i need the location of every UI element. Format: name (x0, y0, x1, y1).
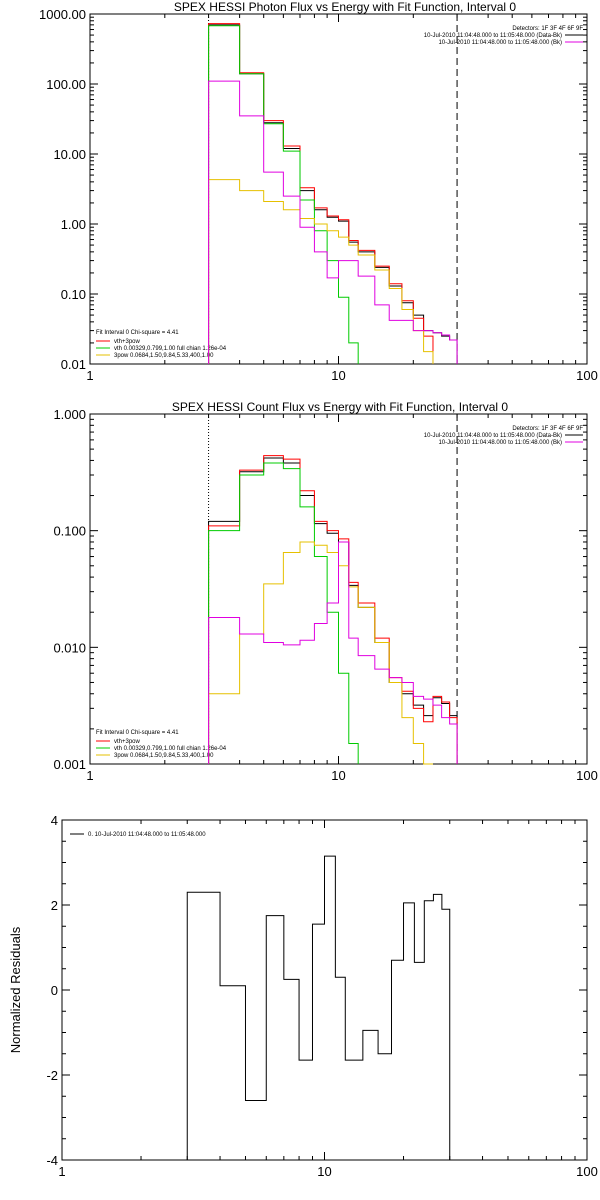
count-flux-panel: SPEX HESSI Count Flux vs Energy with Fit… (53, 400, 597, 783)
photon-fit-model-text: vth+3pow (114, 339, 141, 345)
photon-series-vth (208, 25, 359, 364)
count-x-ticks (89, 414, 577, 764)
photon-x-tick-label: 100 (576, 368, 598, 383)
residuals-panel: 0. 10-Jul-2010 11:04:48.000 to 11:05:48.… (8, 813, 598, 1179)
residual-y-tick-label: 0 (51, 983, 58, 998)
photon-series-vth-3pow (208, 23, 434, 364)
count-series-bk (208, 541, 458, 764)
count-data-bk-interval: 10-Jul-2010 11:04:48.000 to 11:05:48.000… (424, 433, 562, 439)
count-y-tick-label: 0.100 (53, 524, 86, 539)
photon-detectors-text: Detectors: 1F 3F 4F 6F 9F (512, 26, 583, 32)
photon-x-tick-label: 10 (331, 368, 345, 383)
photon-fit-3pow-text: 3pow 0.0684,1.50,9.84,5.33,400,1.00 (114, 353, 214, 359)
photon-y-tick-label: 1000.00 (39, 7, 86, 22)
residual-y-ticks (62, 819, 587, 1161)
residuals-legend-text: 0. 10-Jul-2010 11:04:48.000 to 11:05:48.… (88, 832, 206, 838)
residual-x-tick-label: 100 (576, 1164, 598, 1179)
residual-y-tick-label: -2 (46, 1068, 58, 1083)
count-y-ticks (90, 413, 587, 765)
count-flux-title: SPEX HESSI Count Flux vs Energy with Fit… (172, 400, 508, 414)
count-series-3pow (208, 541, 433, 765)
photon-fit-interval-text: Fit Interval 0 Chi-square = 4.41 (96, 330, 179, 336)
count-detectors-text: Detectors: 1F 3F 4F 6F 9F (512, 426, 583, 432)
photon-y-tick-label: 0.10 (61, 287, 86, 302)
count-series-data-bk (208, 457, 458, 764)
photon-flux-panel: SPEX HESSI Photon Flux vs Energy with Fi… (39, 0, 598, 383)
photon-series-3pow (208, 179, 434, 364)
photon-flux-title: SPEX HESSI Photon Flux vs Energy with Fi… (174, 0, 516, 14)
photon-x-tick-label: 1 (86, 368, 93, 383)
count-y-tick-label: 1.000 (53, 407, 86, 422)
count-x-tick-label: 10 (331, 768, 345, 783)
count-series-vth (208, 462, 359, 764)
count-y-tick-label: 0.001 (53, 757, 86, 772)
photon-data-bk-interval: 10-Jul-2010 11:04:48.000 to 11:05:48.000… (424, 33, 562, 39)
residual-x-tick-label: 10 (317, 1164, 331, 1179)
count-x-tick-label: 100 (576, 768, 598, 783)
photon-y-tick-label: 0.01 (61, 357, 86, 372)
photon-y-tick-label: 1.00 (61, 217, 86, 232)
photon-bk-interval: 10-Jul-2010 11:04:48.000 to 11:05:48.000… (438, 40, 562, 46)
count-x-tick-label: 1 (86, 768, 93, 783)
residual-x-tick-label: 1 (58, 1164, 65, 1179)
photon-y-tick-label: 100.00 (46, 77, 86, 92)
residuals-ylabel: Normalized Residuals (8, 926, 23, 1053)
photon-series-data-bk (208, 24, 458, 364)
count-fit-model-text: vth+3pow (114, 739, 141, 745)
count-fit-vth-text: vth 0.00329,0.799,1.00 full chian 1.26e-… (114, 746, 227, 752)
residual-x-ticks (61, 820, 576, 1160)
residual-series-residuals (186, 855, 451, 1160)
photon-x-ticks (89, 14, 577, 364)
photon-flux-frame (89, 13, 588, 365)
photon-y-ticks (90, 13, 587, 365)
count-series-vth-3pow (208, 455, 458, 764)
residual-y-tick-label: 4 (51, 813, 58, 828)
photon-series-bk (208, 80, 458, 364)
count-y-tick-label: 0.010 (53, 640, 86, 655)
count-bk-interval: 10-Jul-2010 11:04:48.000 to 11:05:48.000… (438, 440, 562, 446)
count-fit-3pow-text: 3pow 0.0684,1.50,9.84,5.33,400,1.00 (114, 753, 214, 759)
photon-y-tick-label: 10.00 (53, 147, 86, 162)
photon-fit-vth-text: vth 0.00329,0.799,1.00 full chian 1.26e-… (114, 346, 227, 352)
residual-y-tick-label: -4 (46, 1153, 58, 1168)
count-fit-interval-text: Fit Interval 0 Chi-square = 4.41 (96, 730, 179, 736)
residual-y-tick-label: 2 (51, 898, 58, 913)
